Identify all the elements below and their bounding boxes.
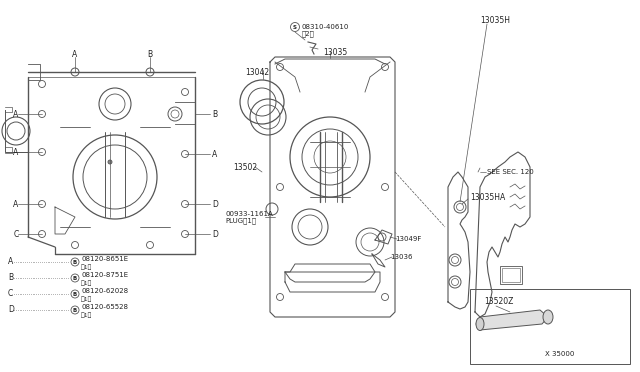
Text: D: D bbox=[212, 230, 218, 238]
Text: B: B bbox=[73, 308, 77, 312]
Text: B: B bbox=[8, 273, 13, 282]
Text: 13035HA: 13035HA bbox=[470, 192, 505, 202]
Text: X 35000: X 35000 bbox=[545, 351, 574, 357]
Text: PLUG（1）: PLUG（1） bbox=[225, 218, 256, 224]
Text: A: A bbox=[13, 109, 19, 119]
Ellipse shape bbox=[543, 310, 553, 324]
Text: C: C bbox=[8, 289, 13, 298]
Text: 13035: 13035 bbox=[323, 48, 348, 57]
Text: S: S bbox=[293, 25, 297, 29]
Circle shape bbox=[108, 160, 112, 164]
Text: 08120-65528: 08120-65528 bbox=[81, 304, 128, 310]
Text: （2）: （2） bbox=[302, 31, 315, 37]
Text: B: B bbox=[147, 49, 152, 58]
Text: 08120-62028: 08120-62028 bbox=[81, 288, 128, 294]
Text: C: C bbox=[13, 230, 19, 238]
Text: 08120-8651E: 08120-8651E bbox=[81, 256, 128, 262]
Text: A: A bbox=[13, 148, 19, 157]
Text: 13502: 13502 bbox=[233, 163, 257, 171]
Text: 13035H: 13035H bbox=[480, 16, 510, 25]
Text: B: B bbox=[212, 109, 217, 119]
Text: （1）: （1） bbox=[81, 264, 92, 270]
Text: —SEE SEC. 120: —SEE SEC. 120 bbox=[480, 169, 534, 175]
Text: 08310-40610: 08310-40610 bbox=[302, 24, 349, 30]
Text: （1）: （1） bbox=[81, 312, 92, 318]
Text: B: B bbox=[73, 292, 77, 296]
Ellipse shape bbox=[476, 317, 484, 330]
Text: B: B bbox=[73, 276, 77, 280]
Text: （1）: （1） bbox=[81, 296, 92, 302]
Bar bbox=[470, 289, 630, 364]
Text: 00933-1161A: 00933-1161A bbox=[225, 211, 273, 217]
Text: D: D bbox=[8, 305, 14, 314]
Bar bbox=[502, 268, 520, 282]
Text: B: B bbox=[73, 260, 77, 264]
Text: A: A bbox=[72, 49, 77, 58]
Polygon shape bbox=[476, 310, 548, 330]
Text: 13036: 13036 bbox=[390, 254, 413, 260]
Text: 13049F: 13049F bbox=[395, 236, 421, 242]
Text: A: A bbox=[13, 199, 19, 208]
Text: A: A bbox=[8, 257, 13, 266]
Text: （1）: （1） bbox=[81, 280, 92, 286]
Text: D: D bbox=[212, 199, 218, 208]
Text: 08120-8751E: 08120-8751E bbox=[81, 272, 128, 278]
Text: 13042: 13042 bbox=[245, 67, 269, 77]
Text: A: A bbox=[212, 150, 217, 158]
Bar bbox=[500, 266, 522, 284]
Text: 13520Z: 13520Z bbox=[484, 298, 513, 307]
